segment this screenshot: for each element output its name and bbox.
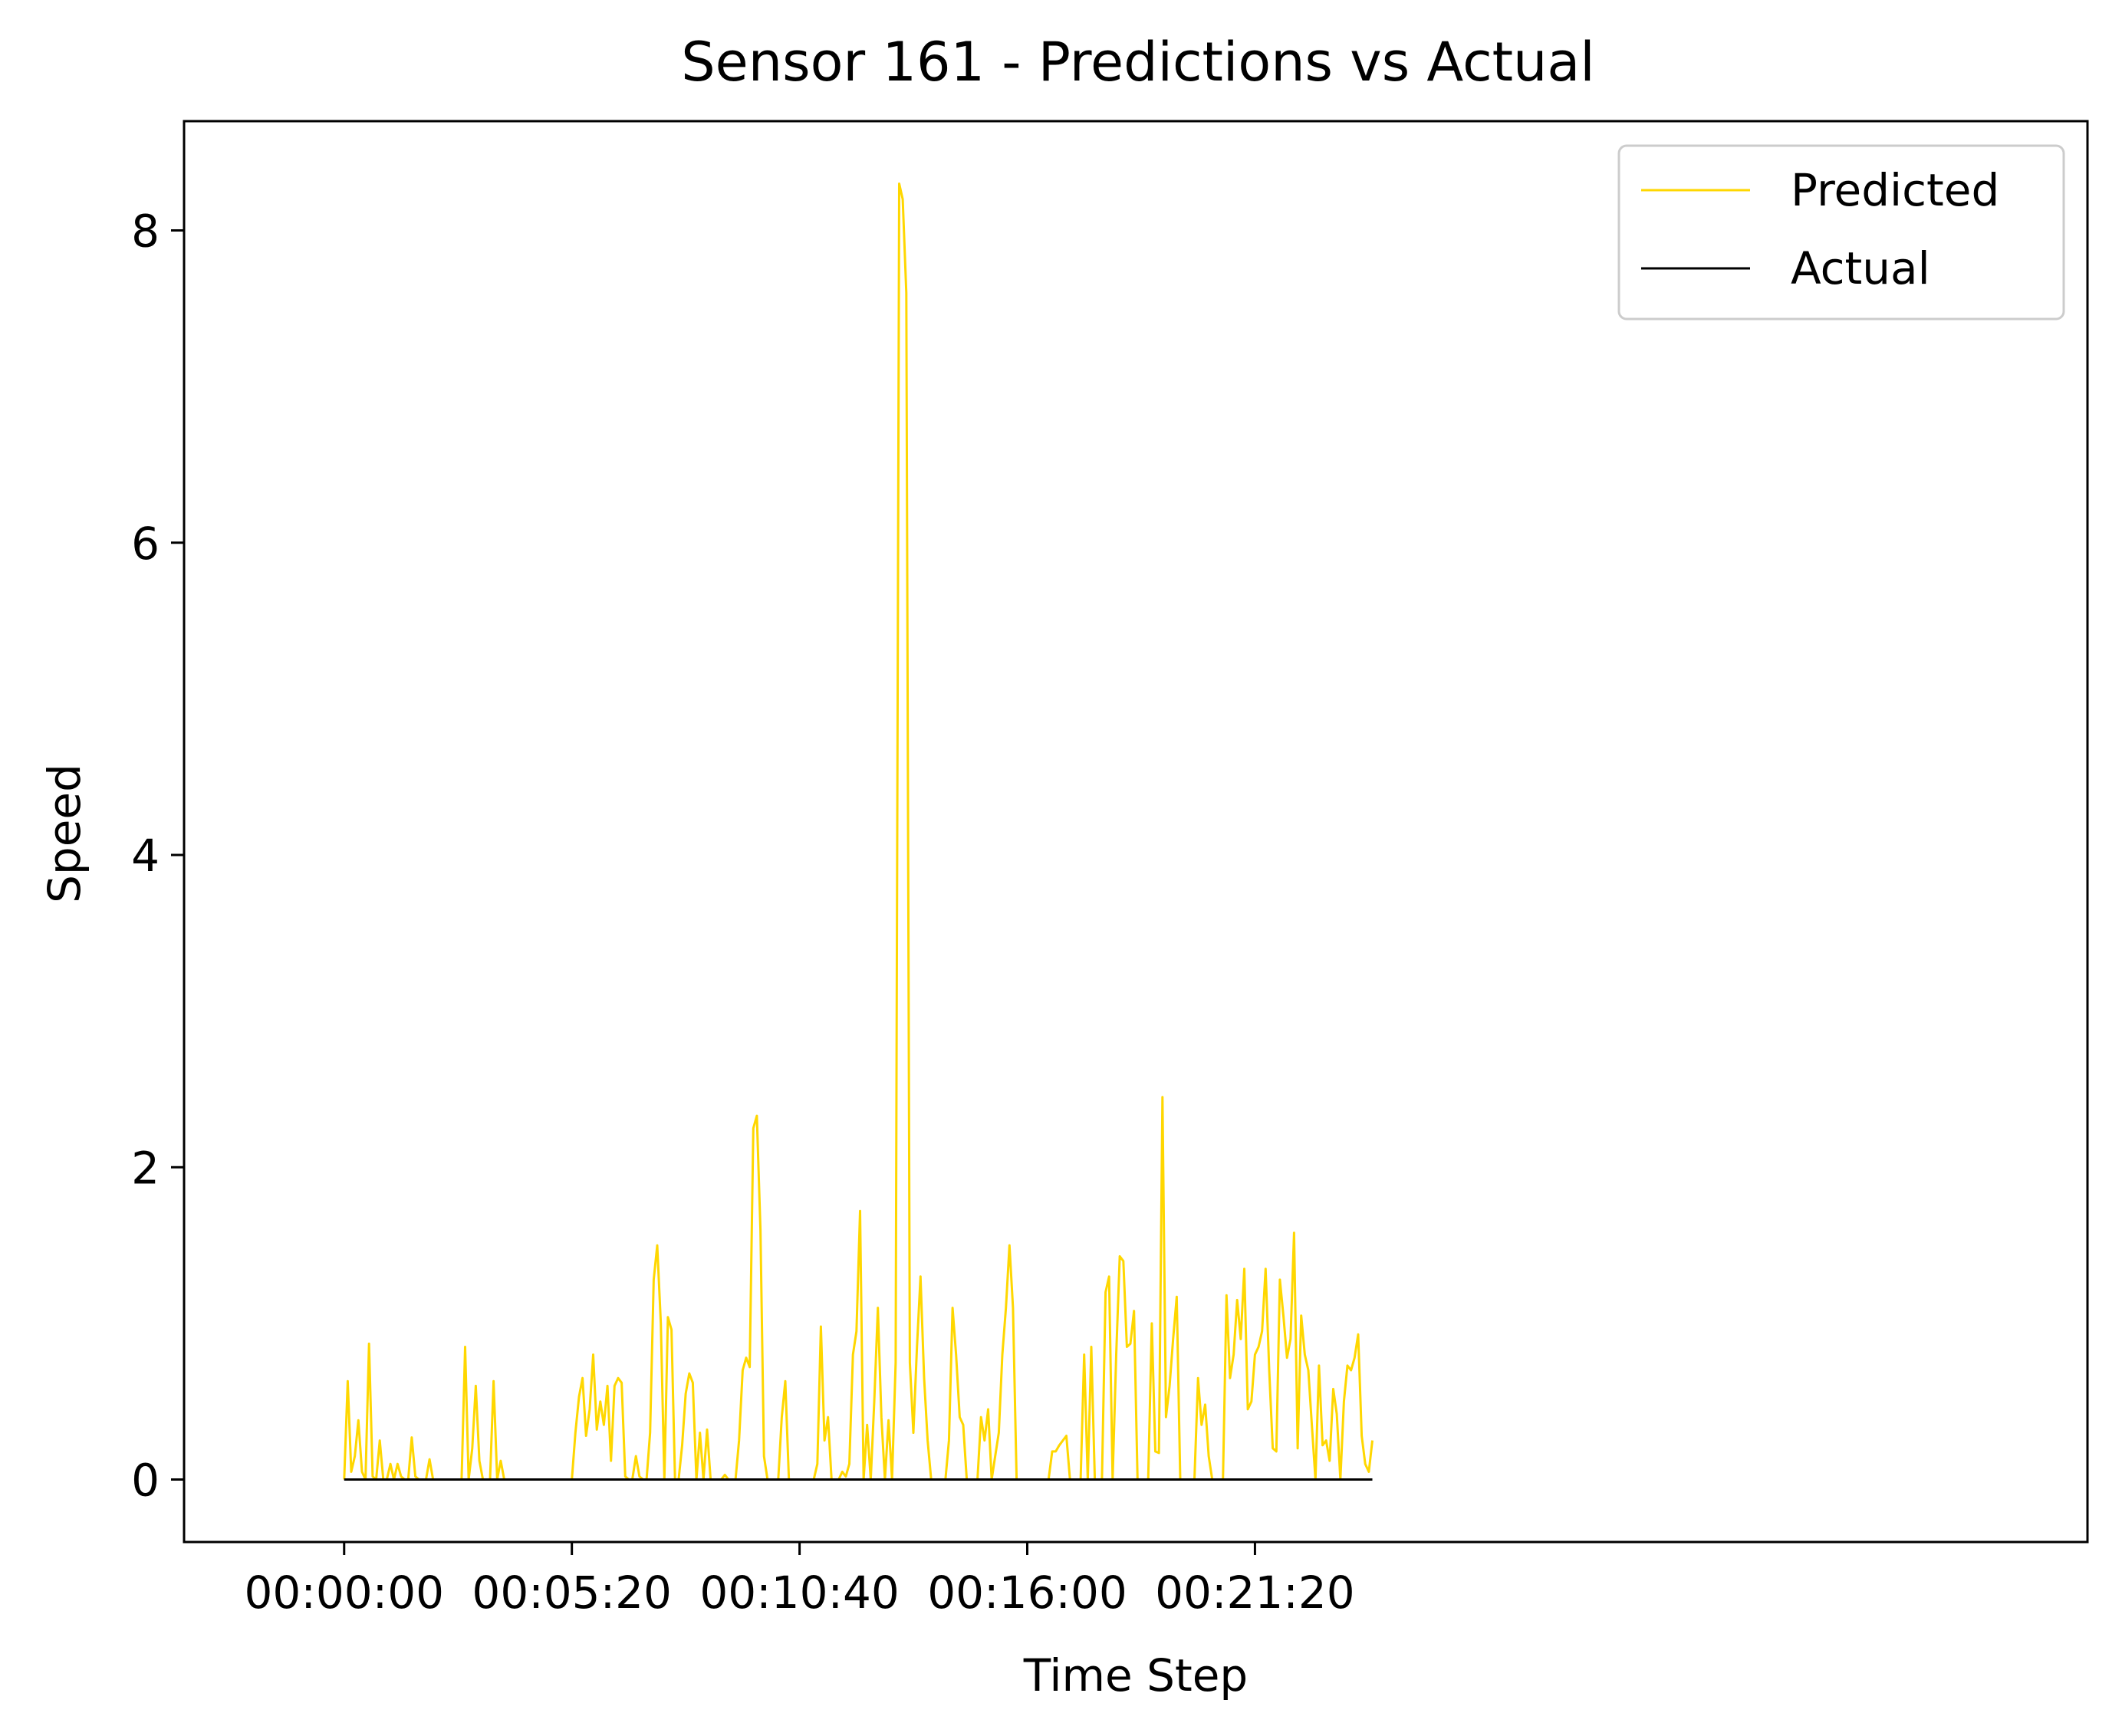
y-tick-label: 2 — [131, 1142, 160, 1194]
x-tick-label: 00:05:20 — [472, 1567, 672, 1619]
legend: Predicted Actual — [1617, 144, 2065, 321]
series-layer — [343, 182, 1374, 1481]
y-tick-label: 0 — [131, 1455, 160, 1507]
x-tick-label: 00:10:40 — [699, 1567, 900, 1619]
y-tick-label: 8 — [131, 205, 160, 258]
legend-label-predicted: Predicted — [1791, 164, 1999, 216]
x-tick-label: 00:21:20 — [1155, 1567, 1355, 1619]
x-axis-ticks: 00:00:00 00:05:20 00:10:40 00:16:00 00:21:20 — [245, 1542, 1355, 1619]
x-tick-label: 00:00:00 — [245, 1567, 445, 1619]
chart-title: Sensor 161 - Predictions vs Actual — [681, 31, 1594, 94]
series-line-predicted — [343, 182, 1374, 1481]
y-tick-label: 4 — [131, 830, 160, 882]
x-tick-label: 00:16:00 — [927, 1567, 1127, 1619]
x-axis-label: Time Step — [1023, 1649, 1248, 1701]
y-axis-label: Speed — [38, 764, 90, 903]
y-tick-label: 6 — [131, 518, 160, 570]
plot-area: 00:00:00 00:05:20 00:10:40 00:16:00 00:21:20… — [131, 120, 2089, 1619]
legend-label-actual: Actual — [1791, 242, 1930, 294]
plot-frame — [183, 120, 2089, 1544]
y-axis-ticks: 0 2 4 6 8 — [131, 205, 184, 1507]
